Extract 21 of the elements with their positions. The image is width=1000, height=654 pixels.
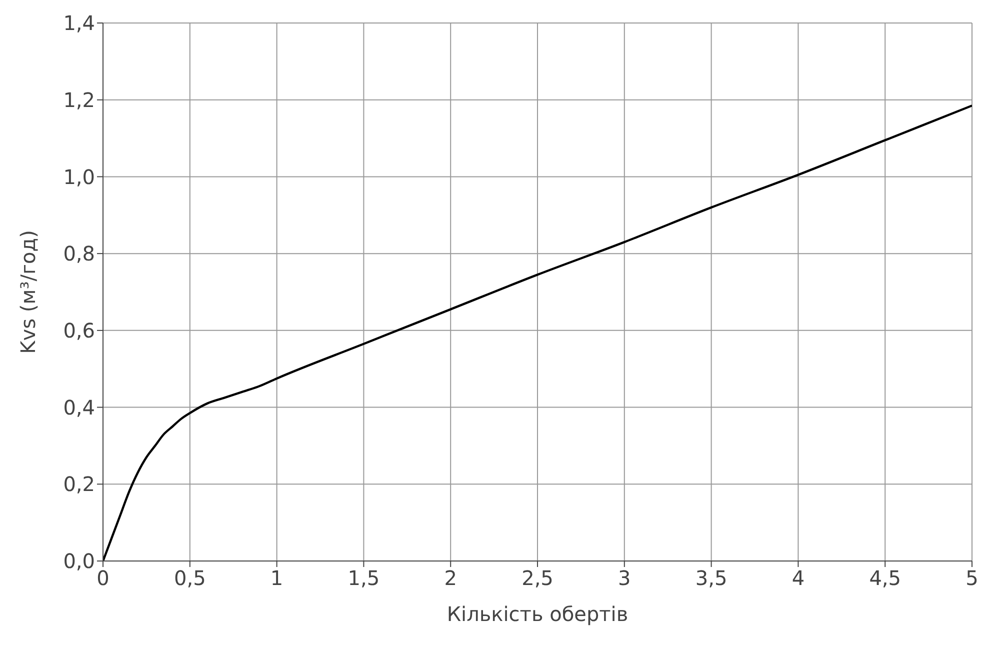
y-tick-label: 0,0: [63, 549, 95, 574]
y-tick-label: 1,0: [63, 164, 95, 189]
y-axis-title: Kvs (м³/год): [16, 230, 40, 354]
y-tick-label: 1,2: [63, 88, 95, 112]
y-tick-label: 1,4: [63, 11, 95, 36]
y-tick-label: 0,4: [63, 395, 95, 420]
x-tick-label: 3: [618, 566, 631, 590]
x-tick-label: 0,5: [174, 566, 206, 590]
x-tick-label: 5: [966, 566, 978, 590]
x-tick-label: 1: [270, 566, 284, 590]
x-tick-label: 2: [444, 566, 457, 590]
x-tick-label: 2,5: [522, 566, 554, 590]
y-tick-label: 0,8: [63, 242, 95, 266]
x-tick-label: 1,5: [348, 566, 380, 590]
x-tick-label: 4,5: [869, 566, 902, 590]
y-tick-label: 0,2: [63, 472, 95, 496]
x-axis-title: Кількість обертів: [446, 602, 628, 626]
x-tick-label: 4: [792, 566, 805, 590]
x-tick-label: 0: [96, 566, 110, 590]
x-tick-label: 3,5: [695, 566, 728, 590]
y-tick-label: 0,6: [63, 318, 95, 343]
